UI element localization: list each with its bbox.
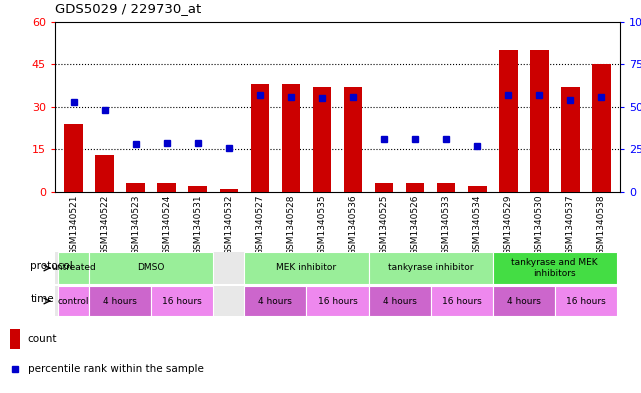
Text: MEK inhibitor: MEK inhibitor: [276, 263, 337, 272]
Bar: [126, 184, 145, 192]
Bar: [89, 286, 151, 316]
Bar: [499, 50, 517, 192]
Text: 16 hours: 16 hours: [442, 296, 481, 305]
Text: 4 hours: 4 hours: [507, 296, 541, 305]
Bar: [369, 252, 493, 284]
Bar: [406, 184, 424, 192]
Bar: [64, 124, 83, 192]
Text: DMSO: DMSO: [138, 263, 165, 272]
Bar: [58, 286, 89, 316]
Bar: [375, 184, 394, 192]
Bar: [244, 286, 306, 316]
Bar: [431, 286, 493, 316]
Bar: [89, 252, 213, 284]
Bar: [561, 87, 579, 192]
Bar: [344, 87, 362, 192]
Bar: [555, 286, 617, 316]
Bar: [96, 155, 114, 192]
Text: GDS5029 / 229730_at: GDS5029 / 229730_at: [55, 2, 201, 15]
Bar: [313, 87, 331, 192]
Bar: [592, 64, 611, 192]
Text: 16 hours: 16 hours: [162, 296, 202, 305]
Text: count: count: [28, 334, 57, 344]
Text: 4 hours: 4 hours: [383, 296, 417, 305]
Bar: [493, 286, 555, 316]
Text: 16 hours: 16 hours: [318, 296, 358, 305]
Bar: [10, 329, 20, 349]
Text: 4 hours: 4 hours: [103, 296, 137, 305]
Bar: [493, 252, 617, 284]
Text: tankyrase and MEK
inhibitors: tankyrase and MEK inhibitors: [512, 258, 598, 278]
Bar: [58, 252, 89, 284]
Text: protocol: protocol: [30, 261, 73, 272]
Bar: [437, 184, 456, 192]
Text: 16 hours: 16 hours: [566, 296, 606, 305]
Bar: [251, 84, 269, 192]
Text: time: time: [30, 294, 54, 305]
Text: untreated: untreated: [51, 263, 96, 272]
Bar: [281, 84, 300, 192]
Text: percentile rank within the sample: percentile rank within the sample: [28, 364, 203, 374]
Text: 4 hours: 4 hours: [258, 296, 292, 305]
Bar: [219, 189, 238, 192]
Bar: [468, 186, 487, 192]
Bar: [306, 286, 369, 316]
Bar: [530, 50, 549, 192]
Bar: [369, 286, 431, 316]
Bar: [244, 252, 369, 284]
Text: control: control: [58, 296, 89, 305]
Bar: [158, 184, 176, 192]
Bar: [151, 286, 213, 316]
Text: tankyrase inhibitor: tankyrase inhibitor: [388, 263, 474, 272]
Bar: [188, 186, 207, 192]
